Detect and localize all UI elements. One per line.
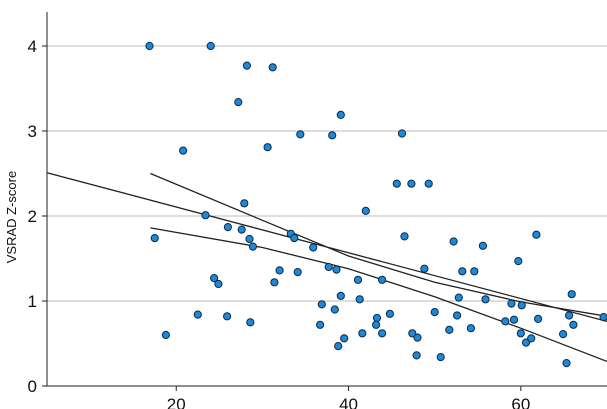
data-point: [454, 293, 463, 302]
y-tick-label-4: 4: [28, 37, 37, 56]
data-point: [397, 129, 407, 138]
data-point: [324, 262, 333, 272]
data-point: [355, 295, 364, 304]
data-point: [413, 333, 422, 342]
data-points: [145, 41, 607, 368]
data-point: [234, 98, 243, 107]
data-point: [449, 237, 458, 246]
data-point: [507, 299, 516, 308]
data-point: [408, 329, 417, 338]
y-tick-label-2: 2: [28, 207, 37, 226]
data-point: [569, 320, 578, 329]
data-point: [565, 311, 574, 320]
data-point: [210, 274, 219, 283]
data-point: [516, 329, 525, 338]
data-point: [470, 267, 479, 276]
data-point: [430, 308, 439, 317]
data-point: [150, 234, 159, 243]
data-point: [412, 351, 421, 360]
data-point: [206, 41, 215, 51]
data-point: [316, 320, 325, 329]
data-point: [358, 329, 367, 338]
data-point: [223, 223, 232, 232]
data-point: [424, 179, 433, 188]
data-point: [517, 301, 526, 310]
data-point: [445, 325, 454, 334]
data-point: [246, 318, 255, 327]
data-point: [296, 130, 305, 139]
data-point: [334, 342, 343, 351]
y-tick-label-3: 3: [28, 122, 37, 141]
data-point: [466, 324, 475, 333]
data-point: [478, 241, 487, 250]
data-point: [240, 199, 249, 208]
data-point: [336, 110, 345, 120]
data-point: [242, 61, 251, 70]
y-axis-title: VSRAD Z-score: [4, 171, 19, 263]
data-point: [453, 311, 462, 320]
ci-lower-line: [150, 227, 607, 363]
data-point: [309, 243, 318, 252]
data-point: [378, 275, 387, 284]
data-point: [392, 179, 401, 188]
data-point: [481, 295, 490, 304]
data-point: [501, 317, 510, 326]
data-point: [328, 131, 337, 140]
data-point: [559, 330, 568, 339]
ci-upper-line: [150, 172, 607, 317]
data-point: [407, 179, 416, 188]
data-point: [534, 314, 543, 323]
y-tick-label-1: 1: [28, 292, 37, 311]
data-point: [527, 334, 536, 343]
data-point: [372, 320, 381, 329]
data-point: [179, 146, 188, 155]
data-point: [293, 268, 302, 277]
data-point: [317, 300, 326, 309]
regression-lines: [46, 172, 607, 363]
data-point: [361, 206, 370, 215]
data-point: [223, 312, 232, 321]
data-point: [268, 63, 277, 72]
data-point: [599, 313, 607, 322]
x-tick-label-60: 60: [511, 395, 530, 409]
data-point: [275, 266, 284, 275]
data-point: [145, 41, 154, 51]
axes: [42, 12, 607, 391]
data-point: [372, 313, 382, 323]
data-point: [458, 267, 467, 276]
x-tick-label-20: 20: [167, 395, 186, 409]
data-point: [336, 291, 345, 300]
data-point: [330, 305, 339, 314]
data-point: [514, 257, 523, 266]
y-tick-label-0: 0: [28, 377, 37, 396]
data-point: [237, 225, 246, 234]
data-point: [245, 234, 254, 244]
data-point: [353, 275, 363, 284]
data-point: [161, 330, 170, 340]
data-point: [385, 309, 394, 318]
data-point: [436, 353, 445, 362]
data-point: [532, 230, 541, 239]
data-point: [214, 279, 223, 289]
data-point: [509, 315, 519, 324]
data-point: [248, 242, 257, 251]
data-point: [290, 234, 299, 243]
tick-labels: 0 1 2 3 4 20 40 60: [28, 37, 531, 409]
data-point: [420, 264, 429, 273]
data-point: [332, 265, 341, 274]
data-point: [201, 211, 210, 220]
data-point: [378, 329, 387, 338]
data-point: [562, 359, 571, 368]
x-tick-label-40: 40: [339, 395, 358, 409]
data-point: [263, 143, 272, 152]
data-point: [340, 334, 349, 343]
data-point: [567, 290, 576, 299]
data-point: [270, 278, 279, 287]
data-point: [400, 232, 409, 241]
data-point: [193, 310, 202, 319]
data-point: [521, 338, 531, 347]
